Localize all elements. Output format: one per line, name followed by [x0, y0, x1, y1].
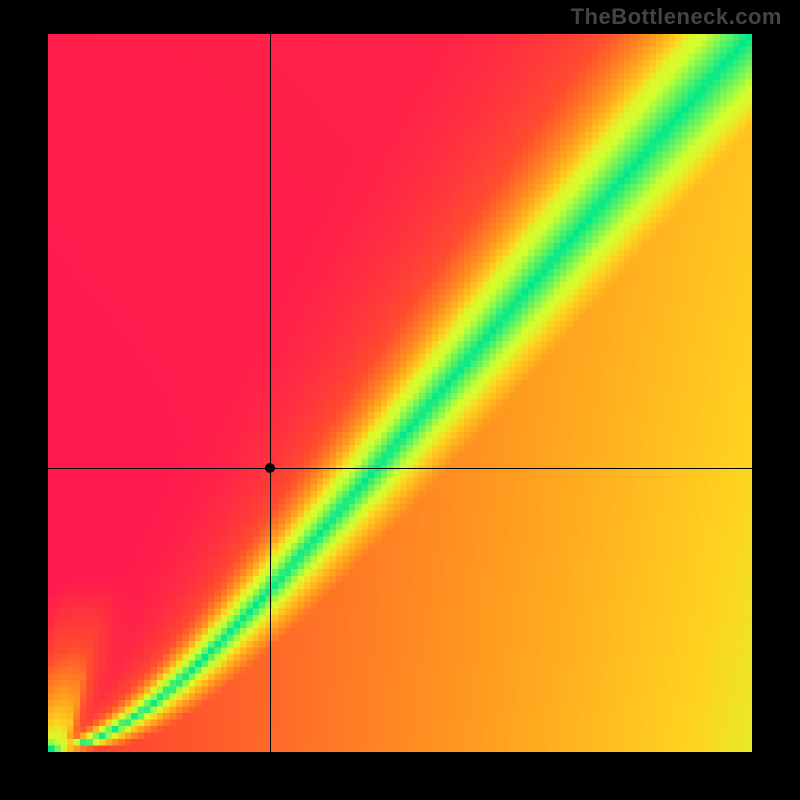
heatmap-plot-area: [48, 34, 752, 752]
crosshair-vertical: [270, 34, 271, 752]
crosshair-horizontal: [48, 468, 752, 469]
crosshair-marker-dot: [265, 463, 275, 473]
heatmap-canvas: [48, 34, 752, 752]
watermark-text: TheBottleneck.com: [571, 4, 782, 30]
